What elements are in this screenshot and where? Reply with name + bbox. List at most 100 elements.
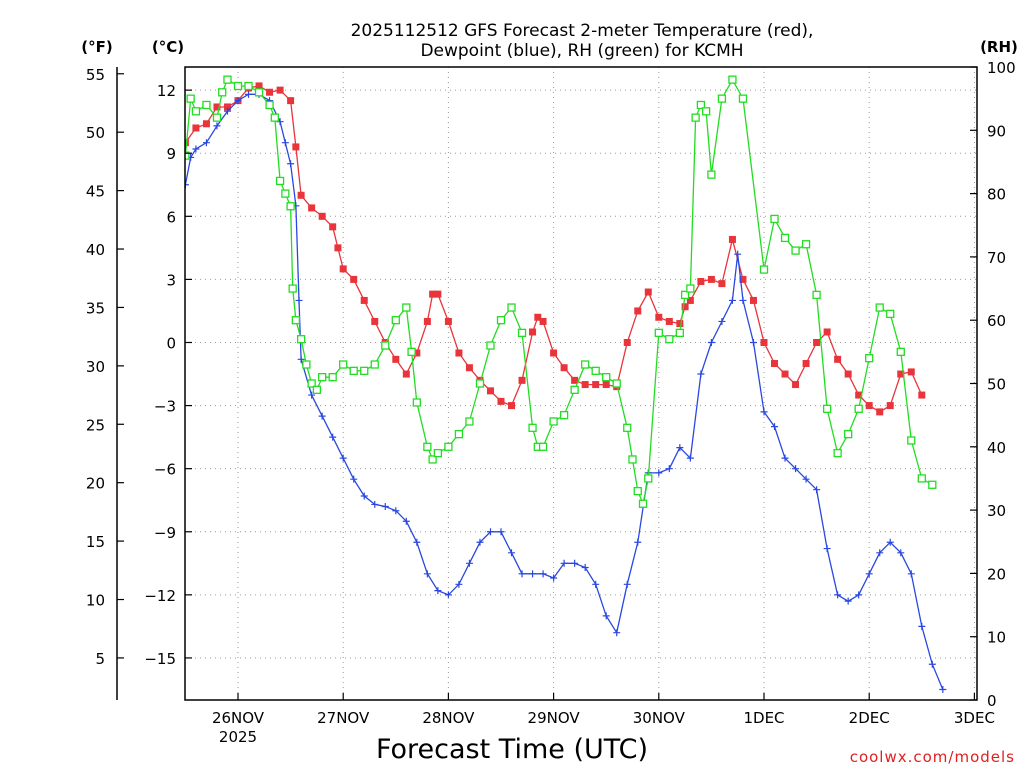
dewpoint-point: [697, 370, 705, 378]
dewpoint-point: [360, 492, 368, 500]
rh-point: [822, 404, 832, 413]
temperature-point: [581, 381, 589, 389]
rh-point: [223, 75, 232, 84]
rh-tick-label: 70: [987, 249, 1006, 267]
dewpoint-point: [613, 629, 621, 637]
dewpoint-point: [865, 570, 873, 578]
temperature-point: [534, 313, 542, 321]
temperature-point: [749, 296, 757, 304]
rh-point: [265, 100, 274, 110]
temperature-point: [823, 328, 831, 336]
rh-point: [218, 88, 227, 97]
rh-point: [412, 398, 421, 407]
temperature-point: [844, 370, 852, 378]
rh-tick-label: 10: [987, 629, 1006, 647]
rh-point: [633, 486, 642, 496]
rh-point: [528, 423, 537, 432]
dewpoint-point: [686, 454, 694, 462]
temperature-point: [676, 320, 684, 328]
rh-point: [559, 410, 569, 420]
dewpoint-point: [876, 549, 884, 557]
celsius-tick-label: −12: [144, 587, 176, 605]
rh-point: [728, 75, 737, 84]
temperature-point: [255, 82, 263, 90]
rh-point: [312, 385, 322, 394]
dewpoint-point: [465, 559, 473, 567]
rh-point: [696, 100, 706, 110]
temperature-point: [760, 338, 768, 346]
temperature-point: [707, 275, 715, 283]
fahrenheit-tick-label: 40: [86, 241, 105, 259]
rh-point: [686, 284, 695, 293]
dewpoint-point: [718, 317, 726, 325]
temperature-point: [371, 317, 379, 325]
dewpoint-point: [834, 591, 842, 599]
dewpoint-point: [295, 296, 303, 304]
temperature-point: [634, 307, 642, 315]
celsius-tick-label: 6: [166, 208, 176, 226]
rh-point: [896, 347, 905, 357]
temperature-point: [771, 360, 779, 368]
temperature-point: [276, 86, 284, 94]
fahrenheit-tick-label: 25: [86, 416, 105, 434]
dewpoint-point: [655, 469, 663, 477]
temperature-point: [213, 103, 221, 111]
rh-point: [291, 316, 301, 325]
rh-point: [407, 347, 416, 357]
rh-point: [270, 113, 279, 122]
rh-point: [281, 189, 290, 198]
rh-point: [917, 474, 926, 483]
dewpoint-point: [529, 570, 537, 578]
temperature-point: [455, 349, 463, 357]
rh-point: [428, 455, 437, 464]
temperature-point: [655, 313, 663, 321]
dewpoint-point: [308, 391, 316, 399]
temperature-point: [497, 397, 505, 405]
temperature-point: [423, 317, 431, 325]
temperature-point: [318, 212, 326, 220]
celsius-tick-label: 0: [166, 334, 176, 352]
dewpoint-point: [392, 507, 400, 515]
temperature-point: [571, 376, 579, 384]
dewpoint-point: [350, 475, 358, 483]
rh-point: [549, 417, 558, 426]
temperature-point: [802, 360, 810, 368]
dewpoint-point: [728, 296, 736, 304]
rh-point: [302, 360, 311, 369]
temperature-point: [297, 191, 305, 199]
rh-point: [423, 442, 432, 451]
rh-tick-label: 0: [987, 692, 997, 710]
rh-tick-label: 90: [987, 122, 1006, 140]
temperature-point: [465, 364, 473, 372]
temperature-point: [697, 278, 705, 286]
temperature-point: [308, 204, 316, 212]
dewpoint-point: [886, 538, 894, 546]
rh-point: [360, 366, 369, 375]
dewpoint-point: [381, 503, 389, 511]
rh-point: [288, 284, 297, 293]
fahrenheit-tick-label: 5: [95, 650, 105, 668]
dewpoint-point: [560, 559, 568, 567]
temperature-point: [865, 402, 873, 410]
rh-point: [186, 94, 195, 103]
rh-point: [307, 379, 316, 388]
fahrenheit-tick-label: 50: [86, 124, 105, 142]
dewpoint-point: [297, 355, 305, 363]
temperature-point: [623, 338, 631, 346]
temperature-point: [560, 364, 568, 372]
dewpoint-point: [497, 528, 505, 536]
dewpoint-point: [455, 580, 463, 588]
dewpoint-point: [371, 500, 379, 508]
rh-point: [318, 373, 327, 382]
x-tick-label: 29NOV: [528, 709, 581, 727]
rh-point: [191, 107, 201, 116]
temperature-point: [876, 408, 884, 416]
rh-point: [791, 246, 800, 255]
temperature-point: [550, 349, 558, 357]
temperature-point: [529, 328, 537, 336]
rh-point: [296, 335, 306, 344]
dewpoint-point: [192, 145, 200, 153]
rh-point: [612, 379, 621, 388]
temperature-point: [508, 402, 516, 410]
